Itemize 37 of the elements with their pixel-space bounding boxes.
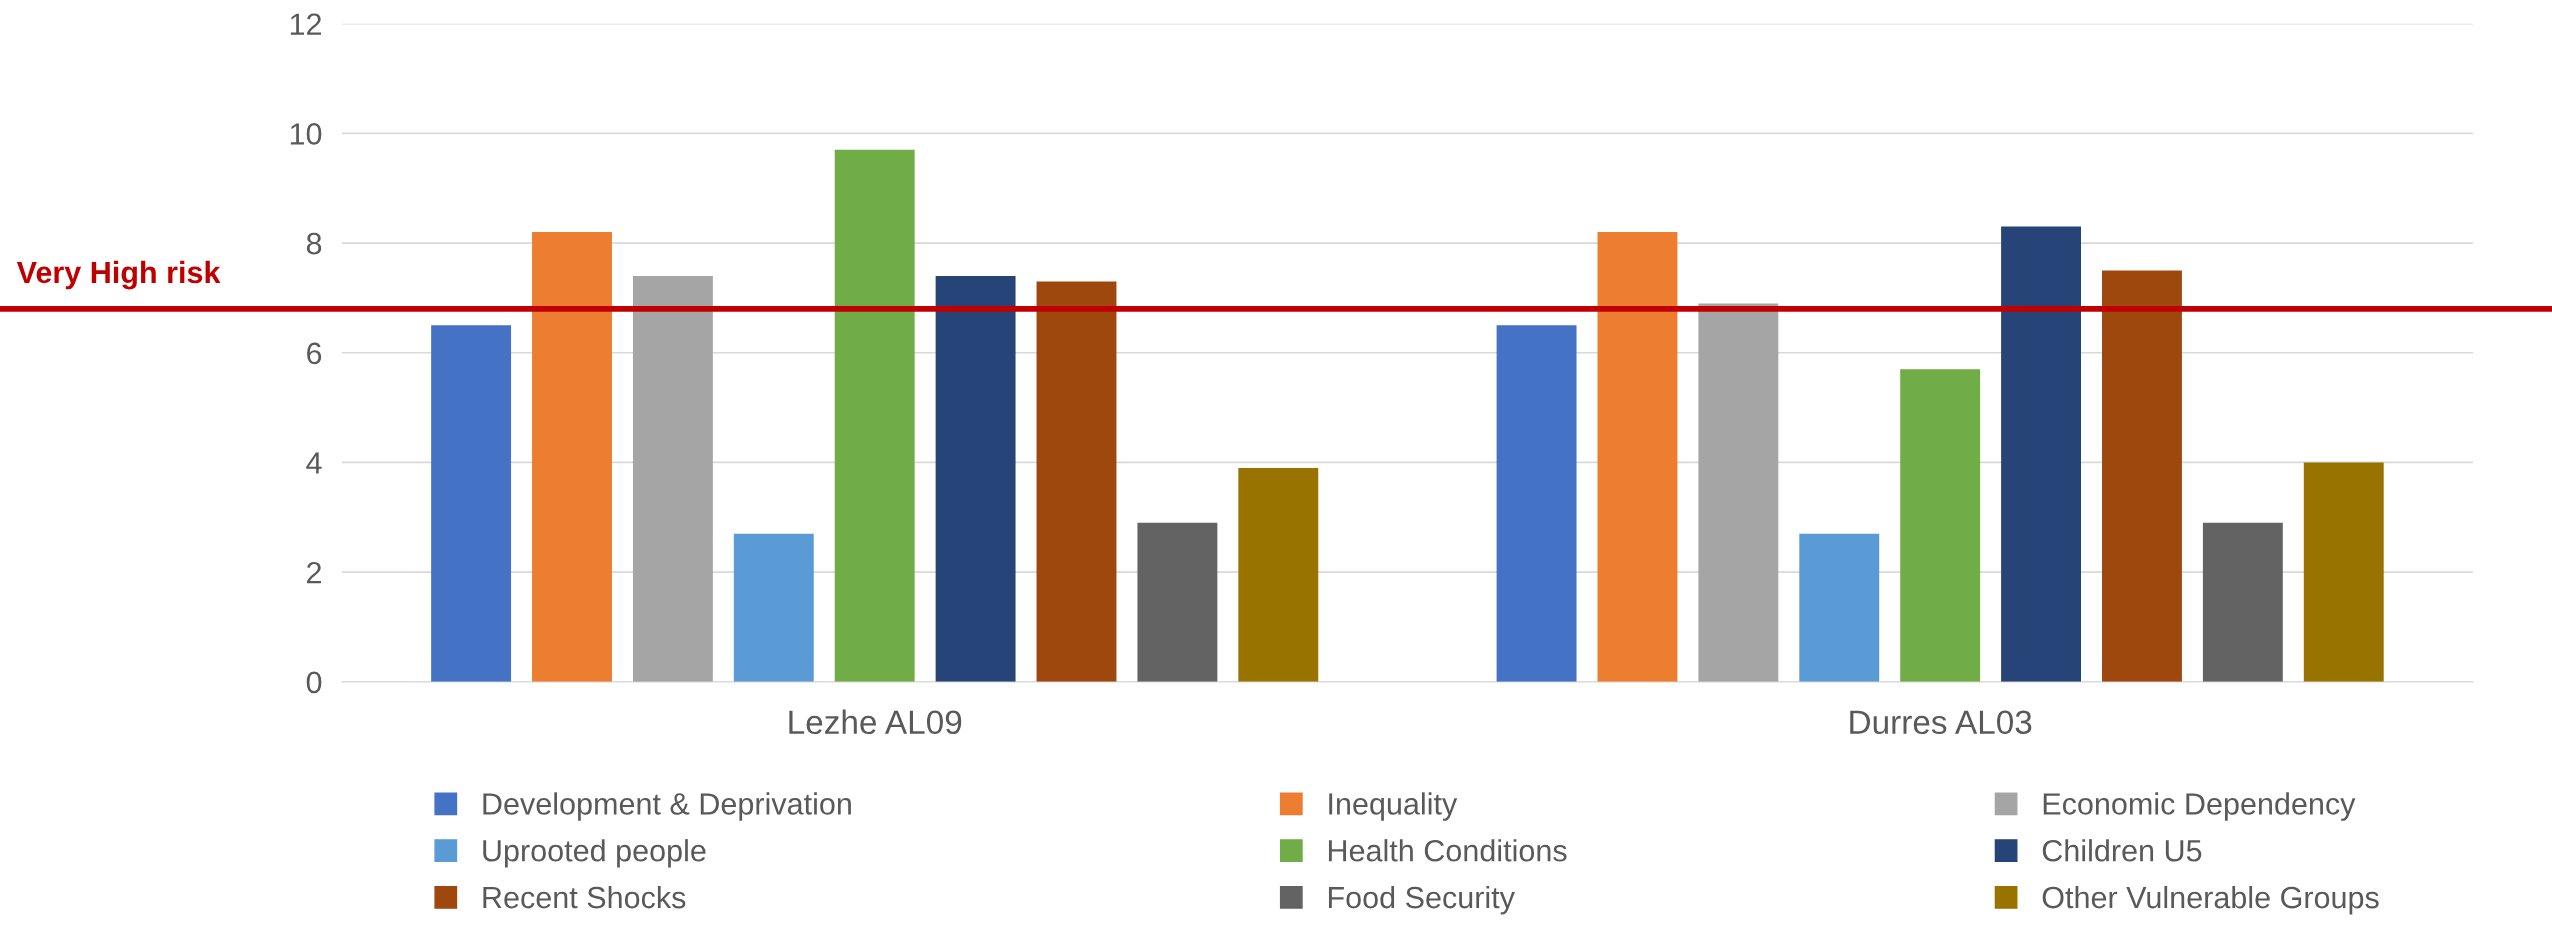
x-tick-label: Durres AL03 — [1850, 710, 2032, 735]
y-tick-label: 2 — [307, 561, 321, 584]
bar — [1597, 232, 1678, 682]
y-tick-label: 0 — [306, 671, 322, 694]
bar — [733, 533, 814, 682]
bar — [1137, 522, 1218, 682]
legend-label: Uprooted people — [483, 839, 706, 868]
legend-label: Economic Dependency — [2043, 792, 2356, 821]
bar — [1036, 281, 1117, 682]
bar — [2202, 522, 2283, 682]
legend-label: Children U5 — [2042, 839, 2202, 862]
legend-label: Food Security — [1328, 885, 1515, 915]
bar — [1900, 369, 1981, 682]
y-tick-label: 6 — [307, 342, 322, 365]
y-tick-label: 4 — [306, 452, 322, 474]
x-tick-label: Lezhe AL09 — [789, 709, 962, 735]
bar — [1799, 533, 1880, 682]
bar — [1496, 325, 1577, 682]
legend-label: Health Conditions — [1328, 839, 1567, 862]
legend-label: Inequality — [1329, 792, 1458, 821]
bar — [2102, 270, 2182, 682]
bar — [2001, 226, 2082, 682]
ref-line-label: Very High risk — [16, 260, 221, 290]
y-tick-label: 10 — [290, 123, 322, 145]
bar — [935, 275, 1016, 682]
y-tick-label: 8 — [306, 232, 322, 255]
bar — [532, 232, 612, 682]
bar — [834, 149, 915, 682]
bar — [1698, 303, 1779, 682]
bar — [632, 275, 713, 682]
y-tick-label: 12 — [290, 13, 321, 35]
bar — [431, 325, 512, 682]
bar — [1238, 467, 1319, 682]
legend-label: Other Vulnerable Groups — [2042, 885, 2379, 915]
legend-label: Development & Deprivation — [483, 792, 851, 821]
bar — [2303, 462, 2384, 682]
legend-label: Recent Shocks — [483, 885, 686, 909]
